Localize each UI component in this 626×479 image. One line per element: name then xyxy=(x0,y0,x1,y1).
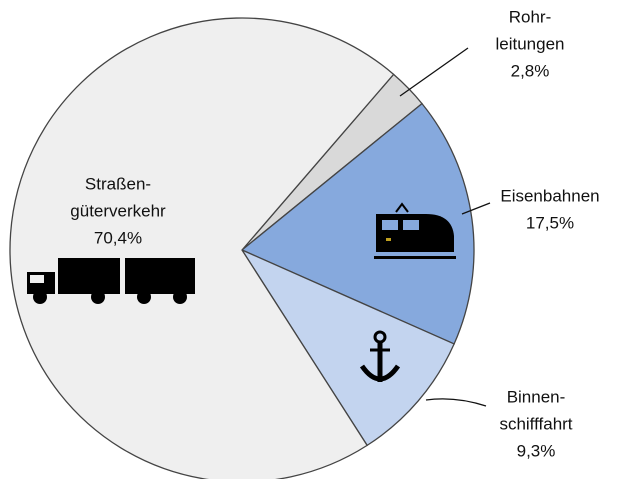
truck-icon xyxy=(27,258,195,304)
value-label: 17,5% xyxy=(526,213,574,232)
slice-label: Straßen- xyxy=(85,174,151,193)
train-icon xyxy=(374,202,456,259)
slice-label: schifffahrt xyxy=(499,414,572,433)
leader-line xyxy=(461,202,491,215)
slice-label: Eisenbahnen xyxy=(500,186,599,205)
value-label: 9,3% xyxy=(517,441,556,460)
slice xyxy=(240,248,455,447)
value-label: 70,4% xyxy=(94,228,142,247)
slice xyxy=(9,17,395,479)
slice-label: Rohr- xyxy=(509,7,552,26)
slice-label: güterverkehr xyxy=(70,201,166,220)
value-label: 2,8% xyxy=(511,61,550,80)
slices xyxy=(9,17,475,479)
anchor-icon xyxy=(359,330,401,382)
leader-line xyxy=(425,398,487,407)
slice-label: leitungen xyxy=(495,34,564,53)
slice xyxy=(240,102,475,345)
leader-line xyxy=(399,47,469,97)
slice-label: Binnen- xyxy=(507,387,566,406)
